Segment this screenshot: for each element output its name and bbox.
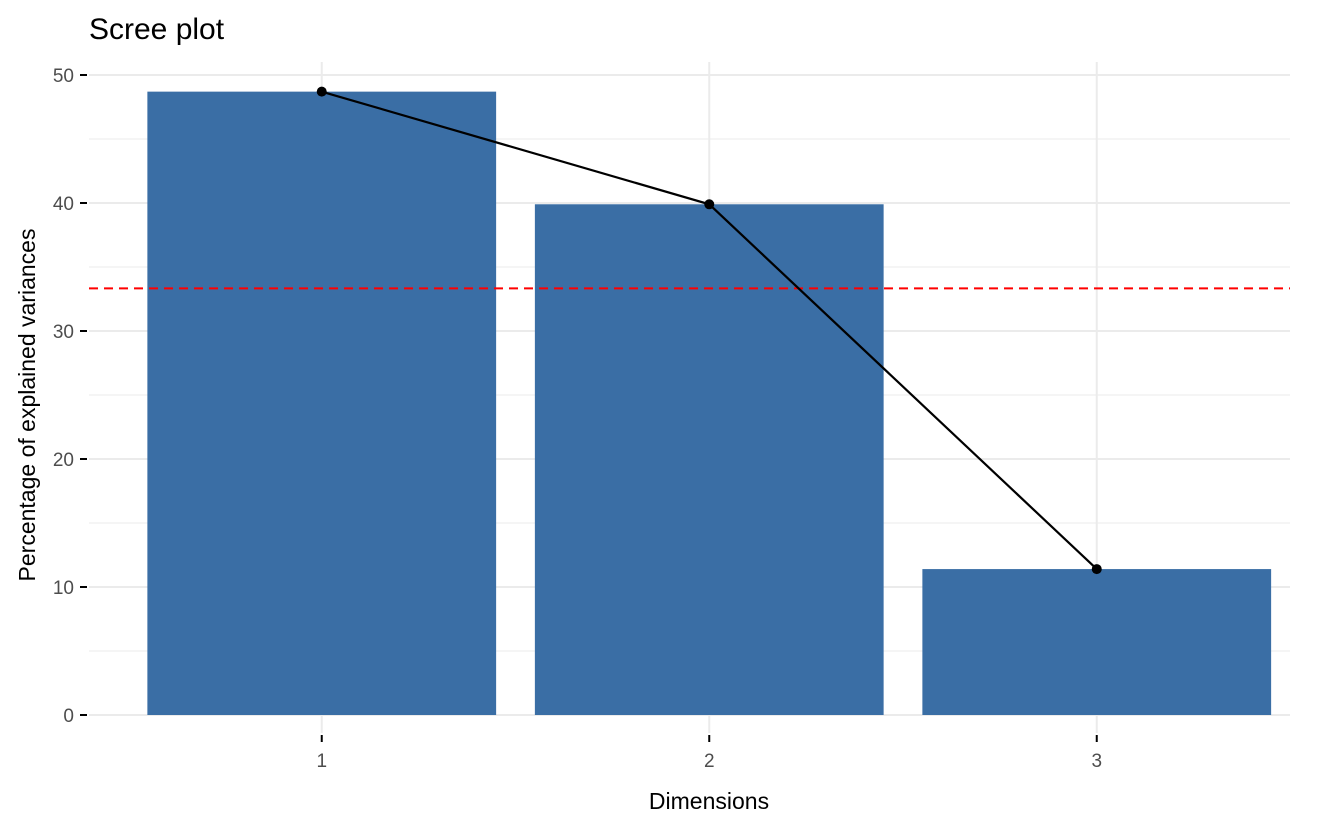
y-tick-label: 30: [53, 322, 74, 343]
bar-dim-2: [534, 204, 884, 715]
y-axis-title: Percentage of explained variances: [14, 229, 40, 582]
x-tick-label: 1: [316, 751, 327, 772]
y-tick-label: 50: [53, 66, 74, 87]
point-dim-3: [1091, 564, 1102, 575]
bar-dim-3: [922, 569, 1272, 715]
x-tick-label: 2: [704, 751, 715, 772]
bars: [147, 91, 1272, 715]
y-tick-label: 40: [53, 194, 74, 215]
bar-dim-1: [147, 91, 497, 715]
point-dim-2: [704, 199, 715, 210]
x-axis-title: Dimensions: [649, 788, 769, 814]
point-dim-1: [316, 86, 327, 97]
chart-title: Scree plot: [89, 13, 225, 46]
y-tick-label: 10: [53, 578, 74, 599]
variance-line-group: [316, 86, 1102, 575]
y-tick-label: 20: [53, 450, 74, 471]
y-tick-label: 0: [63, 706, 74, 727]
axes: 0 10 20 30 40 50 1 2 3: [53, 66, 1102, 772]
x-tick-label: 3: [1091, 751, 1102, 772]
